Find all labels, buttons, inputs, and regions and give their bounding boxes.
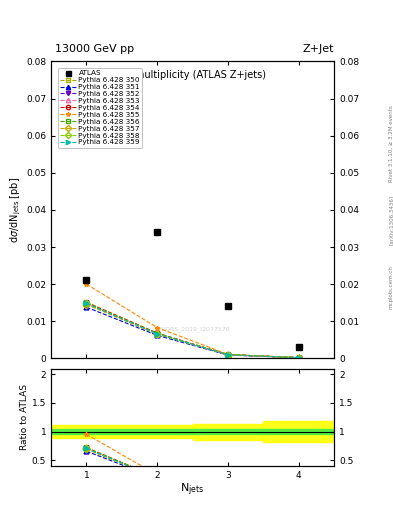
ATLAS [226, 303, 230, 309]
Line: Pythia 6.428 351: Pythia 6.428 351 [84, 305, 301, 360]
Line: Pythia 6.428 358: Pythia 6.428 358 [84, 301, 301, 360]
Pythia 6.428 359 [84, 301, 89, 307]
Pythia 6.428 353 [296, 355, 301, 361]
Text: [arXiv:1306.3436]: [arXiv:1306.3436] [389, 195, 393, 245]
Pythia 6.428 350 [226, 352, 230, 358]
Pythia 6.428 359 [226, 352, 230, 358]
Pythia 6.428 358 [296, 355, 301, 361]
Pythia 6.428 352 [226, 352, 230, 358]
Pythia 6.428 358 [155, 331, 160, 337]
Pythia 6.428 356 [296, 355, 301, 361]
Text: ATLDRS_2019_I2077570: ATLDRS_2019_I2077570 [155, 326, 230, 332]
Text: Rivet 3.1.10, ≥ 3.2M events: Rivet 3.1.10, ≥ 3.2M events [389, 105, 393, 182]
Pythia 6.428 358 [84, 301, 89, 307]
Line: Pythia 6.428 352: Pythia 6.428 352 [84, 301, 301, 360]
Pythia 6.428 356 [155, 330, 160, 336]
Pythia 6.428 355 [155, 325, 160, 331]
Pythia 6.428 352 [155, 331, 160, 337]
Pythia 6.428 354 [296, 355, 301, 361]
Pythia 6.428 351 [226, 352, 230, 358]
Pythia 6.428 359 [296, 355, 301, 361]
ATLAS [155, 229, 160, 236]
Pythia 6.428 357 [84, 302, 89, 308]
Pythia 6.428 351 [296, 355, 301, 361]
Pythia 6.428 350 [84, 299, 89, 305]
Pythia 6.428 355 [296, 355, 301, 361]
Line: Pythia 6.428 350: Pythia 6.428 350 [84, 300, 301, 360]
Pythia 6.428 351 [155, 332, 160, 338]
Pythia 6.428 356 [226, 352, 230, 358]
Pythia 6.428 357 [296, 355, 301, 361]
Pythia 6.428 356 [84, 301, 89, 307]
Line: Pythia 6.428 355: Pythia 6.428 355 [84, 282, 301, 360]
Text: Jet multiplicity (ATLAS Z+jets): Jet multiplicity (ATLAS Z+jets) [119, 70, 266, 80]
Pythia 6.428 355 [84, 281, 89, 287]
Pythia 6.428 353 [226, 352, 230, 358]
Line: Pythia 6.428 357: Pythia 6.428 357 [84, 302, 301, 360]
Pythia 6.428 354 [155, 330, 160, 336]
Pythia 6.428 358 [226, 352, 230, 358]
Line: ATLAS: ATLAS [84, 229, 301, 350]
ATLAS [296, 344, 301, 350]
Pythia 6.428 353 [155, 331, 160, 337]
Text: mcplots.cern.ch: mcplots.cern.ch [389, 265, 393, 309]
X-axis label: N$_{\rm jets}$: N$_{\rm jets}$ [180, 481, 205, 498]
Line: Pythia 6.428 354: Pythia 6.428 354 [84, 301, 301, 360]
Y-axis label: d$\sigma$/dN$_{\rm jets}$ [pb]: d$\sigma$/dN$_{\rm jets}$ [pb] [9, 177, 23, 243]
Line: Pythia 6.428 356: Pythia 6.428 356 [84, 301, 301, 360]
Pythia 6.428 357 [155, 331, 160, 337]
Pythia 6.428 355 [226, 351, 230, 357]
Pythia 6.428 352 [84, 301, 89, 307]
Pythia 6.428 357 [226, 352, 230, 358]
Pythia 6.428 350 [155, 330, 160, 336]
Pythia 6.428 352 [296, 355, 301, 361]
Text: 13000 GeV pp: 13000 GeV pp [55, 44, 134, 54]
Pythia 6.428 354 [226, 352, 230, 358]
Pythia 6.428 353 [84, 301, 89, 307]
Pythia 6.428 354 [84, 300, 89, 306]
Pythia 6.428 350 [296, 355, 301, 361]
Y-axis label: Ratio to ATLAS: Ratio to ATLAS [20, 385, 29, 450]
Text: Z+Jet: Z+Jet [303, 44, 334, 54]
Legend: ATLAS, Pythia 6.428 350, Pythia 6.428 351, Pythia 6.428 352, Pythia 6.428 353, P: ATLAS, Pythia 6.428 350, Pythia 6.428 35… [57, 68, 142, 147]
Pythia 6.428 359 [155, 331, 160, 337]
Line: Pythia 6.428 353: Pythia 6.428 353 [84, 301, 301, 360]
Line: Pythia 6.428 359: Pythia 6.428 359 [84, 301, 301, 360]
ATLAS [84, 278, 89, 284]
Pythia 6.428 351 [84, 304, 89, 310]
